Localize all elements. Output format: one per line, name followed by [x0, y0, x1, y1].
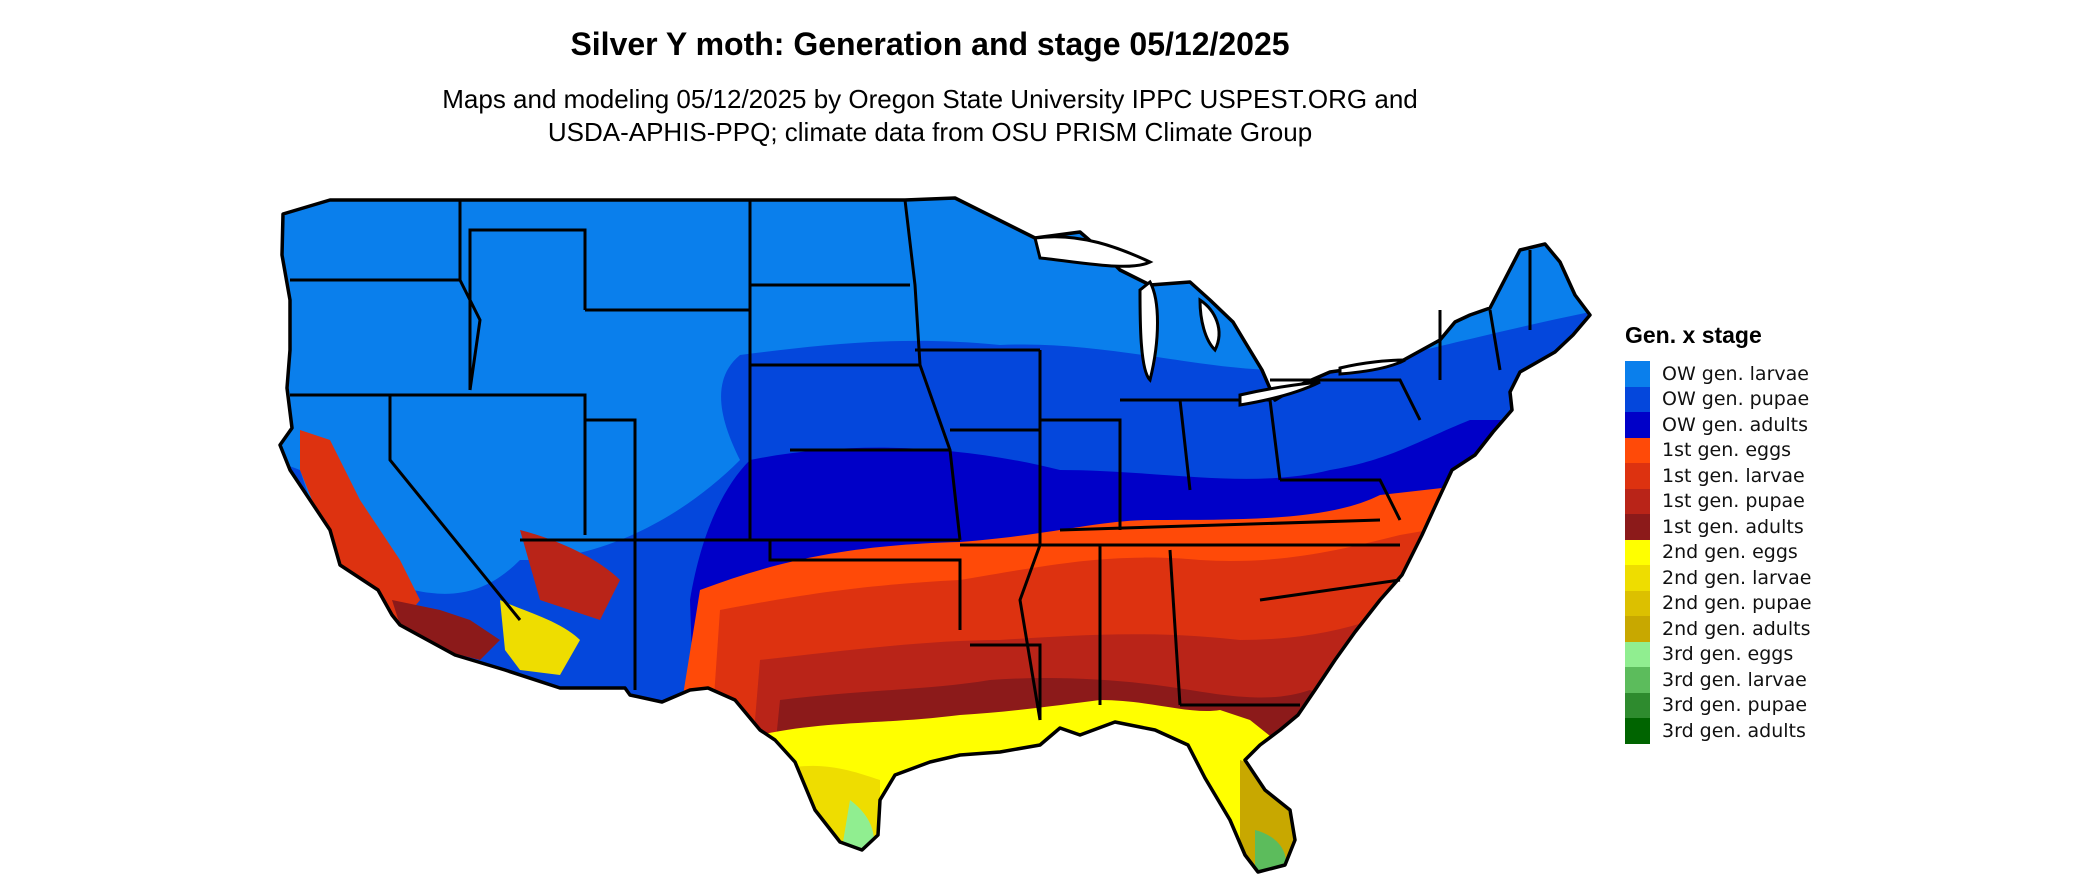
border-mt	[468, 228, 587, 390]
border-ok-tx	[768, 540, 962, 630]
legend-swatch	[1625, 616, 1650, 642]
zone-west-1st-adults	[392, 600, 500, 660]
legend-item: OW gen. larvae	[1625, 361, 1885, 387]
state-boundaries	[290, 199, 1532, 721]
legend-item: 2nd gen. larvae	[1625, 565, 1885, 591]
lake-huron	[1198, 297, 1221, 353]
legend-label: 3rd gen. adults	[1662, 719, 1806, 742]
border-mississippi-river	[1018, 350, 1042, 721]
border-vt-nh	[1488, 309, 1502, 371]
legend-item: 3rd gen. pupae	[1625, 692, 1885, 718]
legend-item: 3rd gen. larvae	[1625, 667, 1885, 693]
subtitle-line-1: Maps and modeling 05/12/2025 by Oregon S…	[442, 84, 1418, 114]
border-ky-tn	[1059, 518, 1381, 532]
legend-label: 2nd gen. adults	[1662, 617, 1811, 640]
legend-swatch	[1625, 539, 1650, 565]
legend-label: 1st gen. eggs	[1662, 439, 1792, 462]
legend-label: 3rd gen. eggs	[1662, 643, 1794, 666]
legend-label: 1st gen. adults	[1662, 515, 1804, 538]
map-title: Silver Y moth: Generation and stage 05/1…	[570, 26, 1290, 62]
border-mn-ia-mo	[903, 199, 962, 541]
border-ut-co	[585, 418, 637, 540]
legend-label: 2nd gen. pupae	[1662, 592, 1812, 615]
legend-swatch	[1625, 565, 1650, 591]
legend-item: 1st gen. adults	[1625, 514, 1885, 540]
legend-swatch	[1625, 718, 1650, 744]
lake-michigan	[1138, 279, 1159, 383]
legend-swatch	[1625, 590, 1650, 616]
legend-item: 2nd gen. eggs	[1625, 539, 1885, 565]
border-wv-va	[1280, 478, 1402, 521]
zone-arizona-1st-pupae	[520, 530, 620, 620]
legend-swatch	[1625, 437, 1650, 463]
legend-swatch	[1625, 386, 1650, 412]
zone-2nd-adults	[1240, 760, 1295, 872]
legend-label: 3rd gen. pupae	[1662, 694, 1808, 717]
legend-swatch	[1625, 488, 1650, 514]
border-nv-ut	[480, 393, 587, 535]
border-ca-nv	[388, 395, 522, 621]
legend-swatch	[1625, 692, 1650, 718]
legend-swatch	[1625, 412, 1650, 438]
subtitle-line-2: USDA-APHIS-PPQ; climate data from OSU PR…	[547, 117, 1313, 147]
zone-3rd-larvae	[1255, 830, 1286, 870]
legend-label: OW gen. pupae	[1662, 388, 1810, 411]
legend-label: 2nd gen. eggs	[1662, 541, 1798, 564]
legend-swatch	[1625, 667, 1650, 693]
legend-item: 1st gen. eggs	[1625, 437, 1885, 463]
map-subtitle: Maps and modeling 05/12/2025 by Oregon S…	[0, 83, 1860, 149]
border-nc-sc	[1259, 578, 1401, 602]
legend: Gen. x stage OW gen. larvae OW gen. pupae…	[1625, 322, 1885, 744]
legend-swatch	[1625, 514, 1650, 540]
legend-label: OW gen. adults	[1662, 413, 1809, 436]
border-il-in	[1040, 418, 1122, 530]
legend-items: OW gen. larvae OW gen. pupae OW gen. adult…	[1625, 361, 1885, 744]
legend-swatch	[1625, 463, 1650, 489]
zone-west-1st-larvae	[300, 430, 420, 625]
legend-item: 2nd gen. pupae	[1625, 590, 1885, 616]
border-ar-la	[970, 643, 1042, 720]
legend-item: 2nd gen. adults	[1625, 616, 1885, 642]
us-outline	[278, 196, 1592, 874]
lake-erie	[1238, 380, 1321, 407]
legend-label: 2nd gen. larvae	[1662, 566, 1812, 589]
legend-label: 1st gen. larvae	[1662, 464, 1805, 487]
legend-item: OW gen. adults	[1625, 412, 1885, 438]
lake-ontario	[1338, 358, 1406, 376]
great-lakes	[1033, 235, 1406, 407]
legend-title: Gen. x stage	[1625, 322, 1762, 348]
border-al-ga	[1168, 549, 1182, 706]
legend-label: OW gen. larvae	[1662, 362, 1809, 385]
legend-item: 3rd gen. adults	[1625, 718, 1885, 744]
lake-superior	[1033, 235, 1154, 268]
legend-swatch	[1625, 641, 1650, 667]
legend-swatch	[1625, 361, 1650, 387]
legend-label: 1st gen. pupae	[1662, 490, 1805, 513]
legend-label: 3rd gen. larvae	[1662, 668, 1807, 691]
stage-fill	[280, 198, 1590, 872]
legend-item: 1st gen. pupae	[1625, 488, 1885, 514]
legend-item: 1st gen. larvae	[1625, 463, 1885, 489]
legend-item: OW gen. pupae	[1625, 386, 1885, 412]
legend-item: 3rd gen. eggs	[1625, 641, 1885, 667]
